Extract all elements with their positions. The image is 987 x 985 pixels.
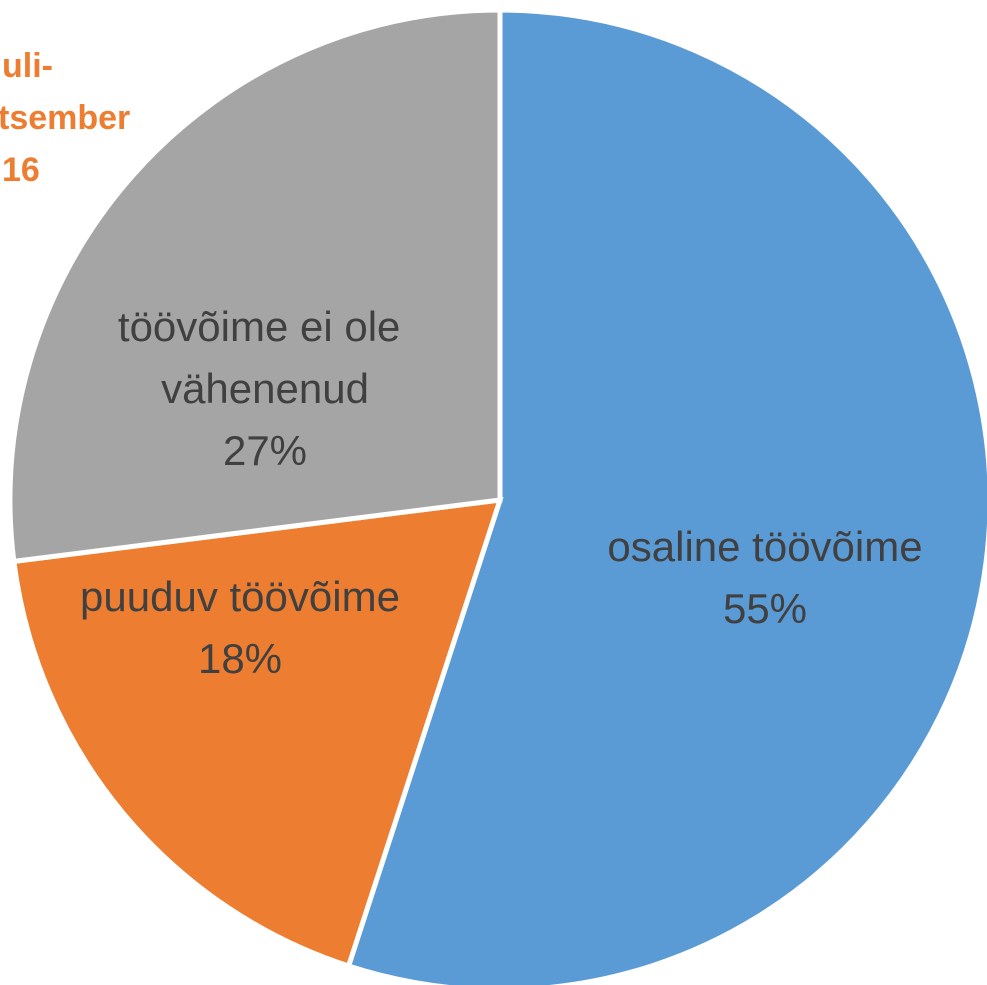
slice-label: osaline töövõime: [607, 523, 922, 570]
pie-slice: [11, 497, 504, 970]
pie-slice: [7, 7, 503, 565]
chart-title: tsember: [0, 99, 130, 137]
slice-value-label: 55%: [723, 585, 807, 632]
slice-label: töövõime ei ole vähenenud: [118, 303, 412, 412]
slice-value-label: 18%: [198, 635, 282, 682]
slice-value-label: 27%: [223, 427, 307, 474]
chart-title: 16: [2, 151, 40, 189]
chart-title: uli-: [2, 47, 53, 85]
slice-label: puuduv töövõime: [80, 573, 400, 620]
pie-slice: [345, 7, 987, 985]
